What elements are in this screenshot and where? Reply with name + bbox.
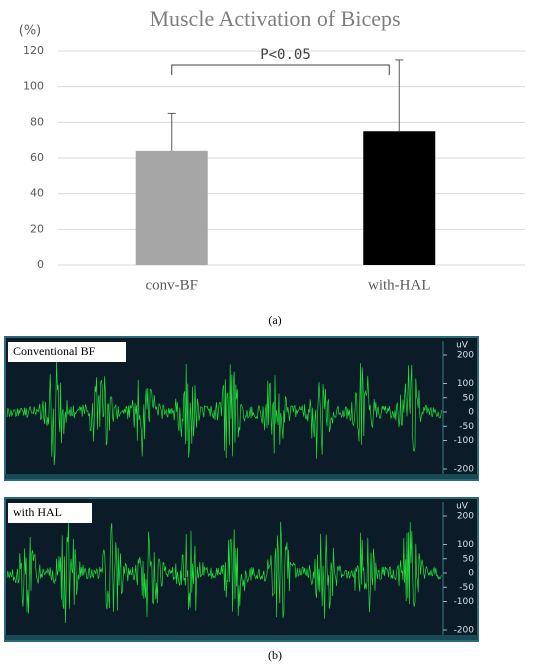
error-bar xyxy=(167,112,176,151)
y-tick-label: 40 xyxy=(30,187,44,200)
y-tick-label: 0 xyxy=(468,569,474,579)
y-tick-label: 20 xyxy=(30,222,44,235)
x-tick-label: conv-BF xyxy=(146,277,199,293)
y-tick-label: 80 xyxy=(30,115,44,128)
y-tick-label: -100 xyxy=(454,597,475,607)
significance-bracket xyxy=(171,64,390,75)
y-unit: uV xyxy=(456,341,469,351)
y-tick-label: 0 xyxy=(37,258,44,271)
trace-label: with HAL xyxy=(13,505,62,519)
error-bar xyxy=(395,59,404,132)
x-tick-label: with-HAL xyxy=(368,277,431,293)
y-tick-label: 200 xyxy=(457,351,474,361)
emg-trace xyxy=(6,361,442,465)
y-tick-label: 50 xyxy=(463,393,475,403)
y-tick-label: 120 xyxy=(23,44,44,57)
y-tick-label: 50 xyxy=(463,554,475,564)
panel-label: (a) xyxy=(268,313,281,327)
y-tick-label: -200 xyxy=(454,465,475,475)
y-tick-label: 100 xyxy=(457,379,474,389)
panel-label: (b) xyxy=(268,648,282,662)
trace-label-box xyxy=(8,342,126,362)
y-tick-label: 60 xyxy=(30,151,44,164)
y-tick-label: -100 xyxy=(454,436,475,446)
y-tick-label: 100 xyxy=(457,540,474,550)
trace-label: Conventional BF xyxy=(13,344,96,358)
y-unit: uV xyxy=(456,502,469,512)
y-tick-label: 100 xyxy=(23,80,44,93)
y-tick-label: -50 xyxy=(459,583,474,593)
trace-label-box xyxy=(8,503,92,523)
chart-title: Muscle Activation of Biceps xyxy=(149,6,400,31)
annotation: P<0.05 xyxy=(260,47,311,63)
y-tick-label: -50 xyxy=(459,422,474,432)
y-tick-label: 0 xyxy=(468,408,474,418)
emg-trace xyxy=(6,521,442,623)
y-tick-label: -200 xyxy=(454,626,475,636)
emg-strip xyxy=(5,474,478,479)
bar xyxy=(135,150,208,265)
emg-strip xyxy=(5,635,478,640)
bar xyxy=(363,131,436,265)
y-tick-label: 200 xyxy=(457,512,474,522)
y-unit: (%) xyxy=(19,24,42,39)
